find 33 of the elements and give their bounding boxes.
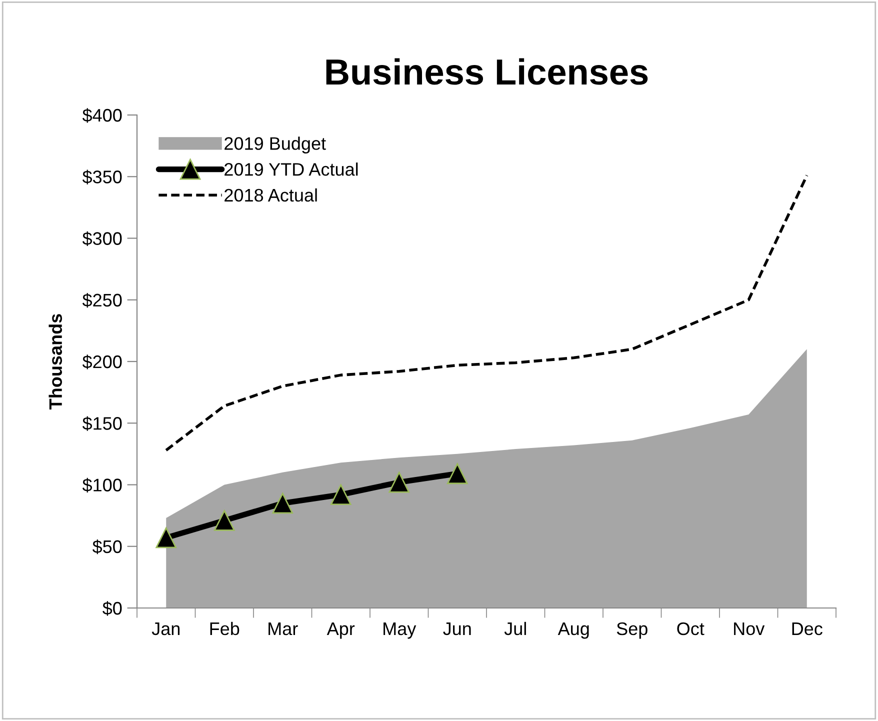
y-tick-label: $150 [82, 416, 122, 431]
chart-title: Business Licenses [326, 58, 648, 85]
y-tick-label: $400 [82, 108, 122, 123]
x-tick-label: May [384, 622, 416, 639]
point [388, 472, 410, 493]
point [272, 492, 294, 514]
x-tick-label: Dec [792, 622, 822, 636]
legend-label: 2019 YTD Actual [224, 162, 358, 176]
line-series [164, 174, 808, 452]
point [156, 527, 177, 548]
x-tick-label: Nov [734, 622, 765, 636]
x-tick-label: Jul [504, 622, 526, 636]
point [446, 463, 468, 484]
y-tick-label: $200 [82, 354, 122, 370]
legend-label: 2019 Budget [224, 136, 326, 154]
x-tick-label: Apr [326, 622, 355, 639]
x-tick-label: Jun [443, 622, 471, 636]
point [330, 484, 352, 506]
y-tick-label: $50 [92, 540, 122, 554]
x-tick-label: Mar [268, 622, 298, 636]
x-tick-label: Feb [210, 622, 240, 636]
x-tick-label: Sep [616, 622, 648, 639]
point [214, 510, 235, 531]
y-tick-label: $0 [102, 601, 122, 616]
y-tick-label: $350 [82, 170, 122, 184]
y-tick-label: $300 [82, 231, 122, 246]
y-tick-label: $250 [82, 293, 122, 308]
legend-label: 2018 Actual [224, 188, 317, 202]
y-tick-label: $100 [82, 478, 122, 493]
x-tick-label: Aug [558, 622, 589, 639]
x-tick-label: Oct [677, 622, 704, 636]
y-axis-title: Thousands [48, 314, 62, 410]
x-tick-label: Jan [152, 622, 180, 636]
